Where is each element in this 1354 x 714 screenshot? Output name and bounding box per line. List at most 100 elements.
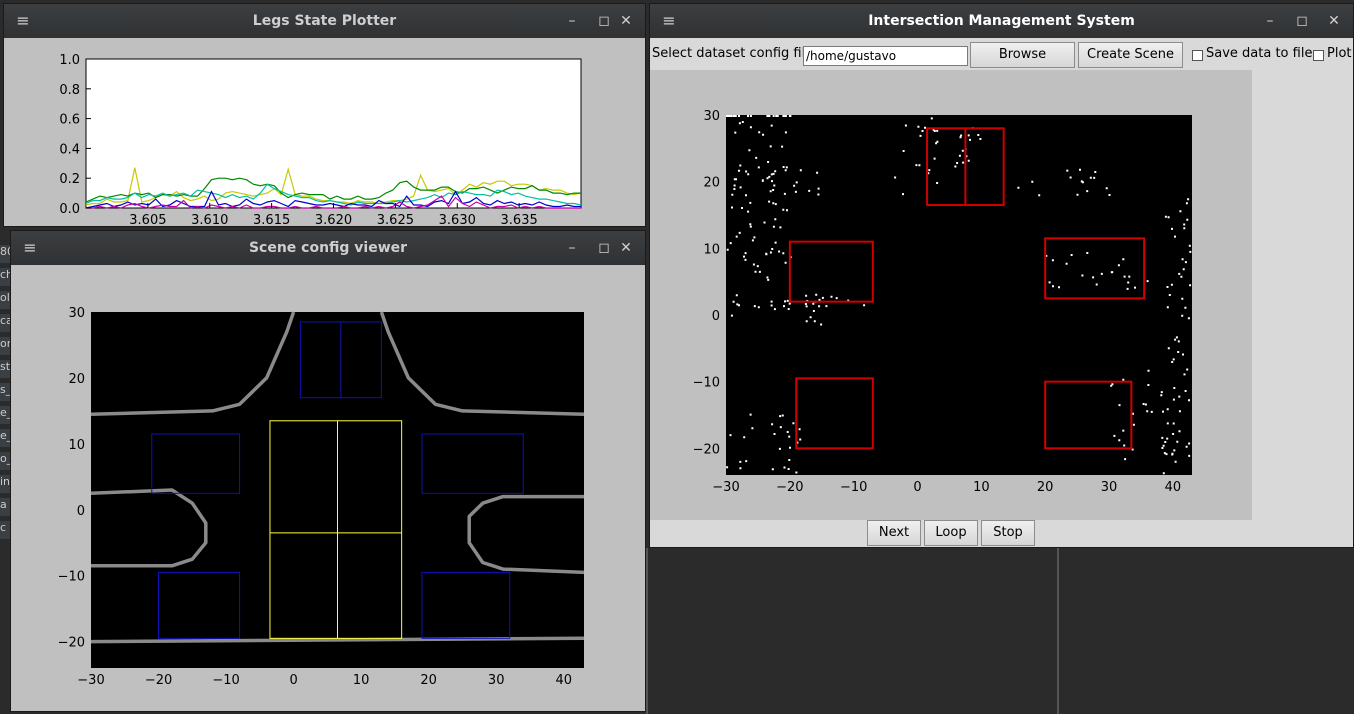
series-line <box>85 183 582 206</box>
minimize-icon[interactable]: – <box>1266 13 1274 29</box>
desktop-fragment: e_ <box>0 406 10 424</box>
desktop-fragment: st <box>0 360 10 378</box>
x-tick-label: 20 <box>420 673 437 688</box>
plot-checkbox[interactable] <box>1313 50 1324 61</box>
desktop-fragment: s_ <box>0 383 10 401</box>
menu-icon[interactable]: ≡ <box>23 238 37 257</box>
desktop-fragment: in <box>0 475 10 493</box>
desktop-fragment: ole <box>0 291 10 309</box>
y-tick-label: 30 <box>68 306 85 321</box>
menu-icon[interactable]: ≡ <box>16 11 30 30</box>
y-tick-label: 0.2 <box>59 172 80 187</box>
desktop-fragment: ca <box>0 314 10 332</box>
y-tick-label: 1.0 <box>59 53 80 68</box>
minimize-icon[interactable]: – <box>568 240 576 256</box>
y-tick-label: 0 <box>712 309 720 324</box>
x-tick-label: 3.630 <box>439 213 476 226</box>
intersection-management-window: ≡ Intersection Management System – ◻ ✕ S… <box>649 3 1354 548</box>
x-tick-label: −10 <box>840 480 867 495</box>
x-tick-label: 3.635 <box>501 213 538 226</box>
x-tick-label: 40 <box>1165 480 1182 495</box>
window-title: Legs State Plotter <box>252 13 397 29</box>
road-edge <box>90 636 585 644</box>
maximize-icon[interactable]: ◻ <box>1296 13 1308 29</box>
scene-config-viewer-window: ≡ Scene config viewer – ◻ ✕ 30 20 10 0 −10 −2… <box>10 230 646 712</box>
save-data-label: Save data to file <box>1206 46 1313 61</box>
plot-label: Plot <box>1327 46 1352 61</box>
ims-titlebar[interactable]: ≡ Intersection Management System – ◻ ✕ <box>650 4 1353 38</box>
intersection-zone <box>269 420 403 639</box>
entry-zone <box>158 571 241 639</box>
x-tick-label: 3.615 <box>253 213 290 226</box>
x-tick-label: 3.605 <box>129 213 166 226</box>
y-tick-label: 30 <box>703 109 720 124</box>
y-tick-label: −10 <box>58 570 85 585</box>
y-tick-label: −10 <box>693 376 720 391</box>
entry-zone <box>421 433 524 494</box>
entry-zone <box>421 571 511 639</box>
menu-icon[interactable]: ≡ <box>662 11 676 30</box>
road-edge <box>379 311 585 416</box>
legs-state-plotter-window: ≡ Legs State Plotter – ◻ ✕ 0.0 0.2 0.4 0.6 0… <box>3 3 646 227</box>
browse-button[interactable]: Browse <box>970 42 1075 68</box>
plot-area <box>85 58 582 209</box>
close-icon[interactable]: ✕ <box>620 240 632 256</box>
x-tick-label: 3.620 <box>315 213 352 226</box>
y-tick-label: 0.4 <box>59 142 80 157</box>
x-tick-label: 20 <box>1037 480 1054 495</box>
x-tick-label: 3.625 <box>377 213 414 226</box>
detection-zone <box>795 377 874 450</box>
window-title: Intersection Management System <box>868 13 1135 29</box>
config-file-label: Select dataset config file <box>652 46 814 61</box>
y-tick-label: 0.0 <box>59 202 80 217</box>
x-tick-label: −20 <box>776 480 803 495</box>
x-tick-label: −30 <box>712 480 739 495</box>
x-tick-label: −20 <box>145 673 172 688</box>
x-tick-label: 30 <box>1101 480 1118 495</box>
x-tick-label: 3.610 <box>191 213 228 226</box>
x-tick-label: 10 <box>353 673 370 688</box>
scene-titlebar[interactable]: ≡ Scene config viewer – ◻ ✕ <box>11 231 645 265</box>
y-tick-label: 0.6 <box>59 113 80 128</box>
x-tick-label: 10 <box>973 480 990 495</box>
desktop-fragment: ort <box>0 337 10 355</box>
x-tick-label: −30 <box>77 673 104 688</box>
road-edge <box>90 311 296 416</box>
desktop-divider <box>1057 548 1059 714</box>
x-tick-label: 40 <box>555 673 572 688</box>
stop-button[interactable]: Stop <box>981 520 1035 546</box>
y-tick-label: 10 <box>703 242 720 257</box>
minimize-icon[interactable]: – <box>568 13 576 29</box>
detection-zone <box>1044 380 1133 450</box>
config-file-input[interactable] <box>803 46 968 66</box>
road-edge <box>467 494 585 575</box>
detection-zone <box>1044 237 1146 300</box>
close-icon[interactable]: ✕ <box>1328 13 1340 29</box>
scene-config-chart: 30 20 10 0 −10 −20 −30 −20 −10 0 10 20 30 40 <box>58 306 585 688</box>
y-tick-label: −20 <box>58 636 85 651</box>
detection-zone <box>788 240 874 303</box>
legs-titlebar[interactable]: ≡ Legs State Plotter – ◻ ✕ <box>4 4 645 38</box>
save-data-checkbox[interactable] <box>1192 50 1203 61</box>
ims-toolbar: Select dataset config file Browse Create… <box>650 40 1353 70</box>
desktop-fragment: e_ <box>0 429 10 447</box>
create-scene-button[interactable]: Create Scene <box>1078 42 1183 68</box>
desktop-fragment: ch <box>0 268 10 286</box>
desktop-fragment: c <box>0 521 10 539</box>
maximize-icon[interactable]: ◻ <box>598 13 610 29</box>
plot-area <box>726 115 1192 475</box>
series-line <box>85 177 581 203</box>
loop-button[interactable]: Loop <box>924 520 978 546</box>
desktop-fragment: 80 <box>0 245 10 263</box>
legs-state-chart: 0.0 0.2 0.4 0.6 0.8 1.0 3.605 3.610 3.615 3.620 3.… <box>59 53 582 226</box>
x-tick-label: 0 <box>289 673 297 688</box>
maximize-icon[interactable]: ◻ <box>598 240 610 256</box>
y-tick-label: 20 <box>703 176 720 191</box>
x-tick-label: 30 <box>488 673 505 688</box>
close-icon[interactable]: ✕ <box>620 13 632 29</box>
desktop-fragment: a <box>0 498 10 516</box>
y-tick-label: 0 <box>77 504 85 519</box>
y-tick-label: 0.8 <box>59 83 80 98</box>
next-button[interactable]: Next <box>867 520 921 546</box>
y-tick-label: 20 <box>68 372 85 387</box>
